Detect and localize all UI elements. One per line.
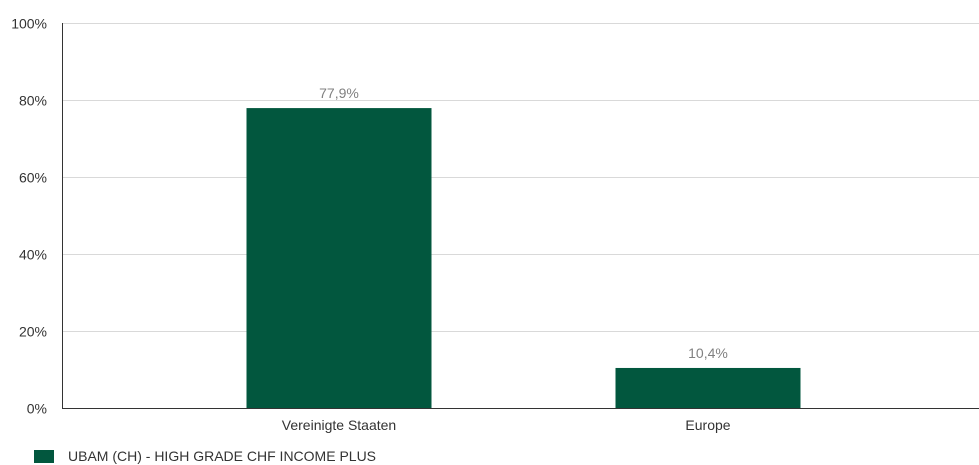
- labels: 77,9% Vereinigte Staaten 10,4% Europe: [282, 85, 731, 433]
- data-label: 10,4%: [688, 345, 728, 361]
- bars: [246, 108, 801, 409]
- bar-vereinigte-staaten: [246, 108, 432, 409]
- y-tick-label: 100%: [11, 16, 47, 32]
- data-label: 77,9%: [319, 85, 359, 101]
- legend: UBAM (CH) - HIGH GRADE CHF INCOME PLUS: [34, 447, 376, 465]
- x-category-label: Europe: [685, 417, 730, 433]
- y-tick-label: 20%: [19, 324, 47, 340]
- y-tick-label: 60%: [19, 170, 47, 186]
- y-axis-ticks: 0% 20% 40% 60% 80% 100%: [11, 16, 47, 417]
- gridlines: [62, 23, 979, 332]
- axes: [62, 23, 979, 409]
- y-tick-label: 0%: [27, 401, 47, 417]
- legend-label: UBAM (CH) - HIGH GRADE CHF INCOME PLUS: [68, 448, 377, 464]
- y-tick-label: 40%: [19, 247, 47, 263]
- legend-swatch: [34, 449, 54, 463]
- bar-europe: [615, 367, 801, 408]
- y-tick-label: 80%: [19, 93, 47, 109]
- x-category-label: Vereinigte Staaten: [282, 417, 396, 433]
